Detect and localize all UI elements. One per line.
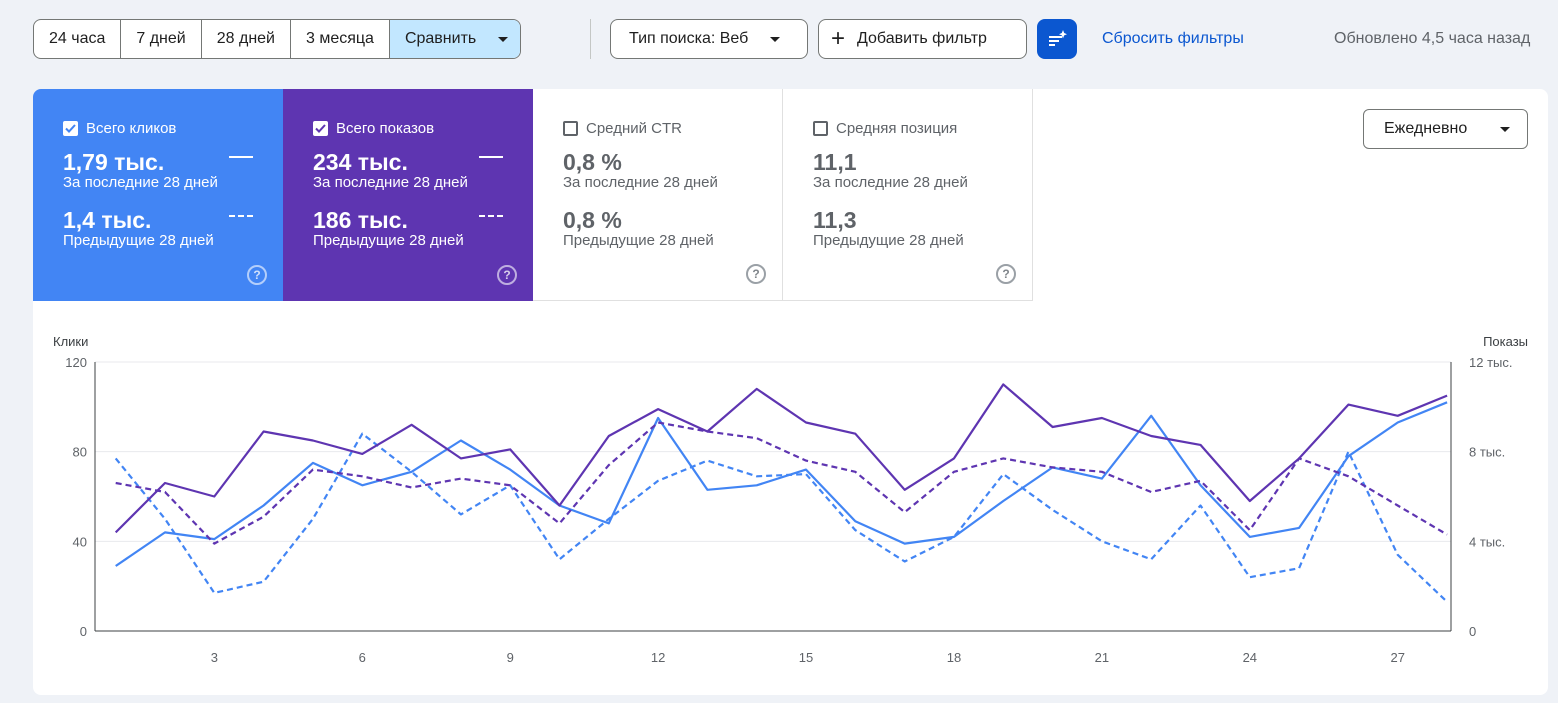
range-24h-button[interactable]: 24 часа bbox=[34, 20, 122, 58]
right-tick-label: 0 bbox=[1469, 624, 1476, 639]
x-tick-label: 3 bbox=[211, 650, 218, 665]
range-3m-button[interactable]: 3 месяца bbox=[291, 20, 390, 58]
metric-previous-value: 1,4 тыс. bbox=[63, 207, 152, 233]
x-tick-label: 15 bbox=[799, 650, 813, 665]
metric-label: Средняя позиция bbox=[836, 119, 958, 137]
left-tick-label: 120 bbox=[65, 355, 87, 370]
metric-current-period: За последние 28 дней bbox=[563, 174, 718, 191]
search-type-label: Тип поиска: Веб bbox=[629, 30, 749, 47]
metric-label: Всего показов bbox=[336, 119, 435, 137]
metric-label: Всего кликов bbox=[86, 119, 177, 137]
metric-previous-period: Предыдущие 28 дней bbox=[563, 232, 714, 249]
chart-grid bbox=[95, 361, 1451, 542]
x-tick-label: 21 bbox=[1095, 650, 1109, 665]
solid-line-legend-icon bbox=[479, 156, 503, 158]
caret-down-icon bbox=[1500, 126, 1510, 132]
metric-previous-period: Предыдущие 28 дней bbox=[63, 232, 214, 249]
help-icon[interactable]: ? bbox=[247, 265, 267, 285]
compare-button[interactable]: Сравнить bbox=[389, 20, 521, 58]
x-tick-label: 18 bbox=[947, 650, 961, 665]
range-7d-button[interactable]: 7 дней bbox=[121, 20, 202, 58]
right-tick-label: 12 тыс. bbox=[1469, 355, 1512, 370]
left-tick-label: 40 bbox=[73, 534, 87, 549]
right-tick-label: 8 тыс. bbox=[1469, 445, 1505, 460]
search-type-dropdown[interactable]: Тип поиска: Веб bbox=[610, 19, 808, 59]
checkbox-unchecked-icon[interactable] bbox=[563, 120, 578, 136]
metric-current-value: 11,1 bbox=[813, 149, 857, 175]
solid-line-legend-icon bbox=[229, 156, 253, 158]
metric-tile-position[interactable]: Средняя позиция 11,1 За последние 28 дне… bbox=[783, 89, 1033, 301]
x-tick-label: 6 bbox=[359, 650, 366, 665]
compare-label: Сравнить bbox=[404, 30, 477, 47]
metric-current-period: За последние 28 дней bbox=[63, 174, 218, 191]
x-tick-label: 9 bbox=[507, 650, 514, 665]
impressions-current-line bbox=[114, 383, 1448, 534]
ai-filter-button[interactable] bbox=[1037, 19, 1077, 59]
date-range-group: 24 часа 7 дней 28 дней 3 месяца Сравнить bbox=[33, 19, 522, 59]
metric-tile-impressions[interactable]: Всего показов 234 тыс. За последние 28 д… bbox=[283, 89, 533, 301]
impressions-previous-line bbox=[115, 421, 1448, 545]
metric-previous-period: Предыдущие 28 дней bbox=[313, 232, 464, 249]
x-tick-label: 12 bbox=[651, 650, 665, 665]
checkbox-unchecked-icon[interactable] bbox=[813, 120, 828, 136]
metric-current-value: 234 тыс. bbox=[313, 149, 408, 175]
metric-tile-ctr[interactable]: Средний CTR 0,8 % За последние 28 дней 0… bbox=[533, 89, 783, 301]
right-tick-label: 4 тыс. bbox=[1469, 534, 1505, 549]
dashed-line-legend-icon bbox=[479, 215, 503, 217]
reset-filters-link[interactable]: Сбросить фильтры bbox=[1102, 30, 1244, 47]
metric-previous-period: Предыдущие 28 дней bbox=[813, 232, 964, 249]
checkbox-checked-icon[interactable] bbox=[63, 120, 78, 136]
performance-chart: 0 0 40 4 тыс. 80 8 тыс. 120 12 тыс. 3 6 9 12 15 18 21 2… bbox=[53, 334, 1528, 665]
chart-series bbox=[114, 383, 1448, 603]
updated-status: Обновлено 4,5 часа назад bbox=[1334, 30, 1531, 47]
metric-previous-value: 186 тыс. bbox=[313, 207, 408, 233]
caret-down-icon bbox=[498, 36, 509, 42]
metric-current-value: 1,79 тыс. bbox=[63, 149, 165, 175]
left-tick-label: 0 bbox=[80, 624, 87, 639]
metric-previous-value: 11,3 bbox=[813, 207, 857, 233]
metric-previous-value: 0,8 % bbox=[563, 207, 622, 233]
dashed-line-legend-icon bbox=[229, 215, 253, 217]
toolbar-divider bbox=[590, 19, 591, 59]
metric-tile-clicks[interactable]: Всего кликов 1,79 тыс. За последние 28 д… bbox=[33, 89, 283, 301]
caret-down-icon bbox=[770, 36, 781, 42]
metric-current-value: 0,8 % bbox=[563, 149, 622, 175]
right-axis-title: Показы bbox=[1483, 334, 1528, 349]
help-icon[interactable]: ? bbox=[746, 264, 766, 284]
help-icon[interactable]: ? bbox=[497, 265, 517, 285]
metric-label: Средний CTR bbox=[586, 119, 682, 137]
clicks-current-line bbox=[115, 401, 1448, 567]
add-filter-button[interactable]: + Добавить фильтр bbox=[818, 19, 1027, 59]
metric-current-period: За последние 28 дней bbox=[813, 174, 968, 191]
granularity-dropdown[interactable]: Ежедневно bbox=[1363, 109, 1528, 149]
help-icon[interactable]: ? bbox=[996, 264, 1016, 284]
left-tick-label: 80 bbox=[73, 445, 87, 460]
add-filter-label: Добавить фильтр bbox=[857, 30, 987, 47]
x-tick-label: 27 bbox=[1391, 650, 1405, 665]
granularity-label: Ежедневно bbox=[1384, 120, 1468, 137]
metric-current-period: За последние 28 дней bbox=[313, 174, 468, 191]
clicks-previous-line bbox=[114, 432, 1448, 603]
filter-sparkle-icon bbox=[1049, 30, 1067, 46]
plus-icon: + bbox=[831, 25, 846, 52]
range-28d-button[interactable]: 28 дней bbox=[202, 20, 291, 58]
chart-axes: 0 0 40 4 тыс. 80 8 тыс. 120 12 тыс. 3 6 9 12 15 18 21 2… bbox=[65, 355, 1512, 665]
checkbox-checked-icon[interactable] bbox=[313, 120, 328, 136]
performance-card: Всего кликов 1,79 тыс. За последние 28 д… bbox=[33, 89, 1548, 695]
left-axis-title: Клики bbox=[53, 334, 88, 349]
x-tick-label: 24 bbox=[1243, 650, 1257, 665]
